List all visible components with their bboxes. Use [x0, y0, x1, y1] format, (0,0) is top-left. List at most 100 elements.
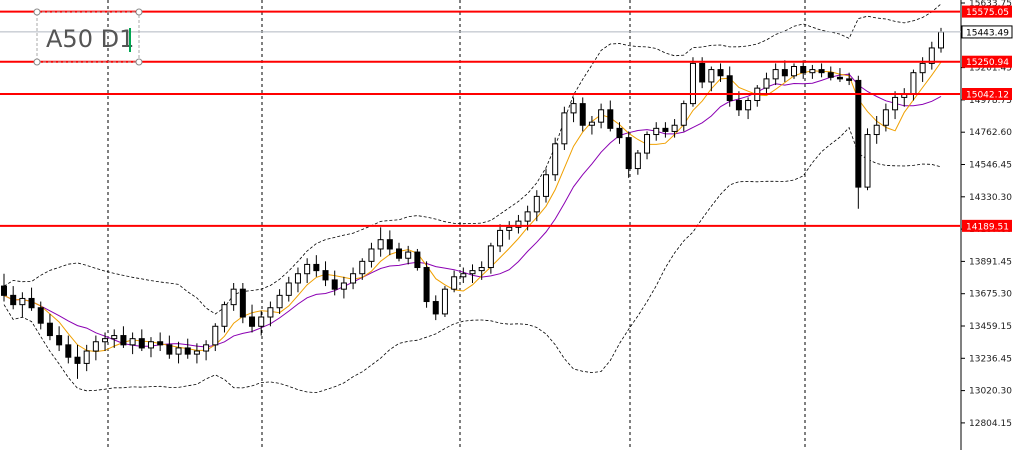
- level-tag-1: [962, 55, 1012, 68]
- candle-body: [873, 124, 880, 136]
- candle: [864, 128, 871, 191]
- candle: [855, 75, 862, 209]
- candle: [616, 122, 623, 144]
- candle-body: [598, 109, 605, 123]
- candle: [212, 323, 219, 352]
- candle-body: [680, 103, 687, 126]
- level-tag-label: 15250.94: [966, 58, 1009, 68]
- candle-body: [1, 285, 7, 296]
- candle: [386, 230, 393, 256]
- candle: [588, 115, 595, 135]
- axis-tick-label: 15633.75: [969, 0, 1012, 9]
- candle: [331, 270, 338, 296]
- candle-body: [836, 76, 843, 80]
- candle-body: [910, 72, 917, 95]
- candle: [533, 190, 540, 222]
- axis-tick-label: 13236.45: [969, 354, 1012, 364]
- candle-body: [193, 350, 200, 355]
- candle: [451, 270, 458, 293]
- candle-body: [616, 127, 623, 139]
- candle-body: [313, 263, 320, 272]
- candle-body: [184, 347, 191, 355]
- axis-tick-label: 14330.30: [969, 193, 1012, 203]
- candle-body: [497, 229, 504, 247]
- candle-body: [579, 103, 586, 126]
- axis-tick-label: 15201.45: [969, 64, 1012, 74]
- candle: [625, 131, 632, 178]
- candle: [497, 224, 504, 253]
- handle-bottom-left[interactable]: [33, 58, 41, 66]
- level-tag-label: 14189.51: [966, 222, 1009, 232]
- candle-body: [570, 103, 577, 114]
- candle: [800, 60, 807, 79]
- candle: [754, 85, 761, 107]
- candle: [772, 63, 779, 86]
- candle-body: [864, 134, 871, 188]
- candle-body: [203, 344, 210, 352]
- candle-body: [809, 69, 816, 74]
- handle-bottom-right[interactable]: [135, 58, 143, 66]
- candle-body: [588, 121, 595, 126]
- candle-body: [533, 195, 540, 213]
- candle-body: [28, 297, 35, 309]
- candle-body: [469, 270, 476, 275]
- level-tag-0: [962, 5, 1012, 18]
- candle-body: [304, 263, 311, 275]
- candle-body: [644, 134, 651, 154]
- candle: [763, 72, 770, 95]
- candle-body: [772, 69, 779, 80]
- candle: [120, 326, 127, 348]
- axis-tick-label: 13020.30: [969, 387, 1012, 397]
- candle-body: [239, 288, 246, 318]
- candle: [65, 335, 72, 364]
- candle-body: [249, 316, 256, 327]
- candle: [359, 258, 366, 280]
- candle: [423, 261, 430, 308]
- candle: [193, 343, 200, 364]
- candle: [368, 242, 375, 268]
- candle-body: [377, 239, 384, 250]
- candle: [506, 221, 513, 240]
- candle-body: [625, 137, 632, 170]
- handle-top-right[interactable]: [135, 8, 143, 16]
- chart-title-box[interactable]: A50 D1: [33, 8, 143, 66]
- candle: [478, 261, 485, 280]
- candle-body: [129, 338, 136, 346]
- level-tag-2: [962, 88, 1012, 101]
- candle: [873, 115, 880, 144]
- candle-body: [882, 109, 889, 126]
- candle: [267, 301, 274, 327]
- candle-body: [102, 338, 109, 343]
- candle-body: [818, 69, 825, 74]
- candle: [598, 103, 605, 129]
- handle-top-left[interactable]: [33, 8, 41, 16]
- level-tag-3: [962, 219, 1012, 232]
- candle: [910, 69, 917, 101]
- candle: [322, 261, 329, 287]
- candle: [56, 326, 63, 352]
- candle-body: [423, 267, 430, 303]
- candle-body: [938, 31, 944, 49]
- candle-body: [451, 276, 458, 290]
- candle: [414, 248, 421, 271]
- candle-body: [221, 304, 228, 327]
- candle-body: [791, 65, 798, 77]
- candle: [147, 337, 154, 358]
- candle: [157, 332, 164, 352]
- candle: [892, 91, 899, 120]
- candle: [239, 282, 246, 324]
- chart-title: A50 D1: [46, 25, 134, 53]
- candle-body: [460, 273, 467, 278]
- candle: [441, 286, 448, 318]
- axis-tick-label: 12804.15: [969, 419, 1012, 429]
- candle-body: [487, 245, 494, 269]
- candle: [74, 344, 81, 379]
- candle: [396, 242, 403, 262]
- candle: [735, 91, 742, 116]
- candle-body: [285, 282, 292, 296]
- candle: [37, 301, 44, 330]
- candle: [1, 273, 7, 302]
- candle: [653, 122, 660, 141]
- candle-body: [37, 307, 44, 324]
- candle-body: [634, 152, 641, 170]
